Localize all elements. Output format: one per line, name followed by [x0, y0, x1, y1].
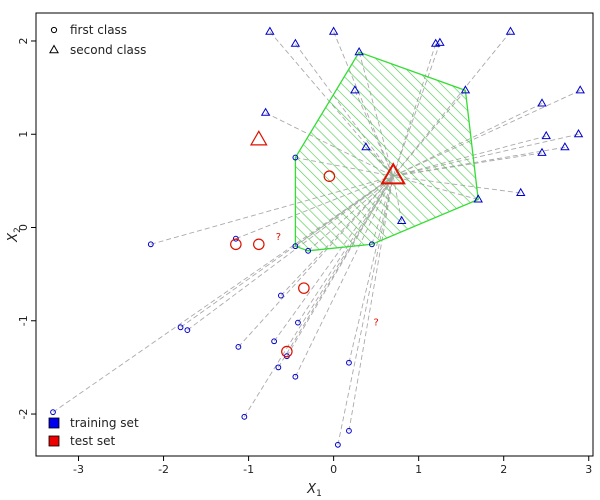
legend-marker-circle [50, 26, 58, 34]
training-point-circle [346, 427, 352, 434]
training-point-circle [292, 373, 299, 380]
legend-label: test set [70, 434, 115, 448]
training-point-triangle [575, 85, 585, 94]
plot-frame [35, 12, 594, 457]
legend-marker-triangle [49, 44, 59, 54]
training-point-circle [271, 338, 278, 345]
x-tick-label: -1 [243, 463, 254, 476]
y-tick-label: -2 [17, 409, 30, 420]
training-point-triangle [505, 26, 516, 35]
training-point-triangle [290, 38, 301, 47]
x-axis-label-subscript: 1 [316, 489, 322, 499]
test-point-unknown: ? [276, 232, 281, 243]
legend-label: second class [70, 43, 146, 57]
link-line [187, 175, 394, 331]
training-point-triangle [265, 26, 275, 35]
legends: first class second class training set test … [48, 23, 146, 448]
training-point-triangle [460, 85, 471, 94]
training-point-triangle [541, 130, 551, 140]
training-point-triangle [537, 147, 547, 156]
training-point-triangle [396, 215, 407, 224]
training-point-triangle [435, 37, 445, 46]
y-tick-label: 1 [17, 131, 30, 138]
training-point-triangle [516, 187, 526, 196]
hull-polygon [294, 51, 479, 252]
x-tick-label: 0 [330, 463, 337, 476]
x-tick-label: 1 [415, 463, 422, 476]
x-tick-label: -2 [158, 463, 169, 476]
training-point-circle [232, 235, 239, 242]
training-point-circle [275, 364, 282, 371]
training-point-triangle [473, 194, 483, 203]
test-point-triangle [249, 130, 268, 146]
training-point-circle [346, 359, 352, 366]
training-point-circle [177, 324, 184, 331]
test-point-circle [323, 170, 336, 183]
legend-label: first class [70, 23, 127, 37]
link-line [238, 175, 394, 348]
training-point-circle [235, 343, 242, 350]
legend-label: training set [70, 416, 139, 430]
link-line [348, 176, 394, 431]
x-axis-label: X1 [306, 482, 322, 499]
training-point-triangle [537, 98, 547, 107]
training-point-triangle [573, 128, 584, 138]
plot-area: ?? [50, 26, 585, 448]
y-tick-label: 0 [17, 224, 30, 231]
training-point-circle [50, 409, 56, 416]
training-point-circle [305, 247, 312, 254]
y-tick-label: 2 [17, 37, 30, 44]
link-line [286, 175, 394, 357]
training-point-triangle [560, 142, 570, 151]
training-point-triangle [361, 142, 371, 151]
test-point-unknown: ? [373, 318, 378, 329]
training-point-triangle [328, 26, 339, 35]
training-point-circle [241, 413, 248, 420]
training-point-triangle [350, 85, 360, 94]
x-tick-label: -3 [73, 463, 84, 476]
training-point-triangle [260, 107, 271, 116]
test-point-circle [281, 345, 293, 358]
x-tick-label: 3 [585, 463, 592, 476]
training-point-circle [147, 241, 154, 248]
training-point-triangle [354, 46, 364, 56]
x-tick-label: 2 [500, 463, 507, 476]
test-point-triangle [380, 162, 406, 185]
training-point-circle [292, 243, 299, 250]
y-tick-label: -1 [17, 315, 30, 326]
training-point-circle [295, 319, 301, 326]
y-axis-label-subscript: 2 [13, 227, 23, 233]
test-point-circle [230, 238, 242, 251]
legend-swatch [48, 435, 60, 447]
test-point-circle [298, 282, 310, 294]
training-point-circle [184, 327, 191, 333]
legend-swatch [48, 417, 60, 429]
test-point-circle [252, 238, 265, 251]
training-point-circle [278, 292, 284, 299]
y-axis-label: X2 [6, 227, 23, 243]
training-point-circle [292, 154, 299, 161]
training-point-circle [334, 441, 341, 448]
training-point-circle [369, 241, 375, 248]
